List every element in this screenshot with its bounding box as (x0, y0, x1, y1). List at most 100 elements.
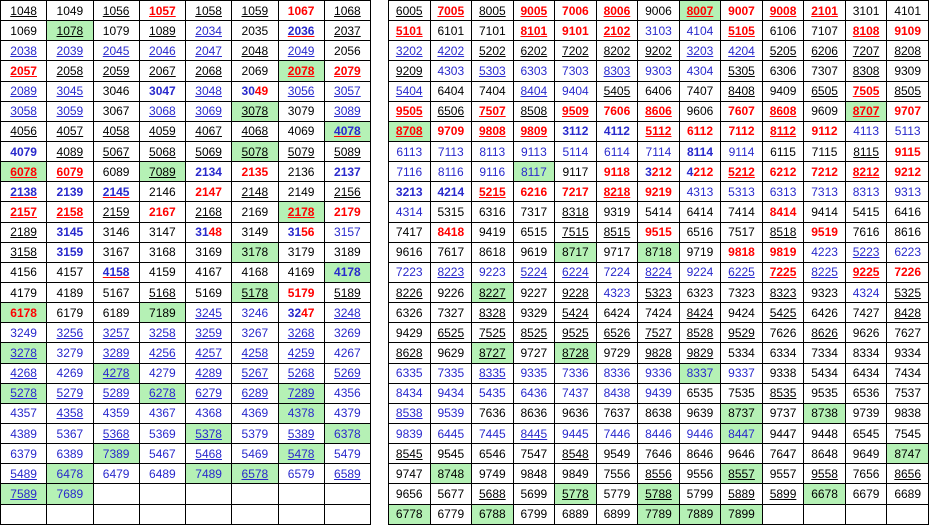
grid-cell[interactable]: 3258 (138, 322, 187, 344)
grid-cell[interactable]: 5278 (0, 382, 48, 404)
grid-cell[interactable]: 8223 (429, 261, 473, 283)
grid-cell[interactable]: 2059 (92, 60, 140, 82)
grid-cell[interactable]: 8728 (554, 342, 597, 364)
grid-cell[interactable]: 6505 (803, 80, 846, 102)
grid-cell[interactable]: 7525 (471, 322, 514, 344)
grid-cell[interactable]: 9808 (471, 120, 514, 142)
grid-cell[interactable]: 7527 (637, 322, 680, 344)
grid-cell[interactable]: 9829 (678, 342, 722, 364)
grid-cell[interactable]: 1048 (0, 0, 48, 22)
grid-cell[interactable]: 4059 (138, 120, 187, 142)
grid-cell[interactable]: 2047 (184, 40, 233, 62)
grid-cell[interactable]: 3089 (323, 100, 372, 122)
grid-cell[interactable]: 3069 (184, 100, 233, 122)
grid-cell[interactable]: 3048 (184, 80, 233, 102)
grid-cell[interactable]: 8108 (844, 20, 888, 42)
grid-cell[interactable]: 2148 (231, 181, 279, 203)
grid-cell[interactable]: 8708 (388, 120, 431, 142)
grid-cell[interactable]: 2045 (92, 40, 140, 62)
grid-cell[interactable]: 8208 (886, 40, 929, 62)
grid-cell[interactable]: 5223 (844, 241, 888, 263)
grid-cell[interactable]: 1089 (138, 20, 187, 42)
grid-cell[interactable]: 9225 (844, 261, 888, 283)
grid-cell[interactable]: 9529 (720, 322, 763, 344)
grid-cell[interactable]: 8545 (388, 443, 431, 465)
grid-cell[interactable]: 5069 (184, 140, 233, 163)
grid-cell[interactable]: 8508 (512, 100, 556, 122)
grid-cell[interactable]: 1068 (323, 0, 372, 22)
grid-cell[interactable]: 5788 (637, 483, 680, 505)
grid-cell[interactable]: 9509 (554, 100, 597, 122)
grid-cell[interactable]: 2101 (803, 0, 846, 22)
grid-cell[interactable]: 4278 (92, 362, 140, 384)
grid-cell[interactable]: 5889 (720, 483, 763, 505)
grid-cell[interactable]: 8445 (512, 422, 556, 445)
grid-cell[interactable]: 8556 (637, 463, 680, 485)
grid-cell[interactable]: 6202 (512, 40, 556, 62)
grid-cell[interactable]: 7202 (554, 40, 597, 62)
grid-cell[interactable]: 4068 (231, 120, 279, 142)
grid-cell[interactable]: 5101 (388, 20, 431, 42)
grid-cell[interactable]: 2037 (323, 20, 372, 42)
grid-cell[interactable]: 2058 (46, 60, 94, 82)
grid-cell[interactable]: 5305 (720, 60, 763, 82)
grid-cell[interactable]: 4058 (92, 120, 140, 142)
grid-cell[interactable]: 6206 (803, 40, 846, 62)
grid-cell[interactable]: 8518 (761, 221, 805, 243)
grid-cell[interactable]: 8101 (512, 20, 556, 42)
grid-cell[interactable]: 5068 (138, 140, 187, 163)
grid-cell[interactable]: 3203 (678, 40, 722, 62)
grid-cell[interactable]: 5279 (46, 382, 94, 404)
grid-cell[interactable]: 2057 (0, 60, 48, 82)
grid-cell[interactable]: 3158 (0, 241, 48, 263)
grid-cell[interactable]: 9558 (803, 463, 846, 485)
grid-cell[interactable]: 6224 (554, 261, 597, 283)
grid-cell[interactable]: 9505 (388, 100, 431, 122)
grid-cell[interactable]: 8218 (595, 181, 639, 203)
grid-cell[interactable]: 1058 (184, 0, 233, 22)
grid-cell[interactable]: 8535 (761, 382, 805, 404)
grid-cell[interactable]: 8308 (844, 60, 888, 82)
grid-cell[interactable]: 3202 (388, 40, 431, 62)
grid-cell[interactable]: 5202 (471, 40, 514, 62)
grid-cell[interactable]: 5112 (637, 120, 680, 142)
grid-cell[interactable]: 4268 (0, 362, 48, 384)
grid-cell[interactable]: 8115 (844, 140, 888, 163)
grid-cell[interactable]: 6005 (388, 0, 431, 22)
grid-cell[interactable]: 8608 (761, 100, 805, 122)
grid-cell[interactable]: 5425 (761, 302, 805, 324)
grid-cell[interactable]: 3289 (92, 342, 140, 364)
grid-cell[interactable]: 7515 (554, 221, 597, 243)
grid-cell[interactable]: 7505 (844, 80, 888, 102)
grid-cell[interactable]: 8005 (471, 0, 514, 22)
grid-cell[interactable]: 8606 (637, 100, 680, 122)
grid-cell[interactable]: 8335 (471, 362, 514, 384)
grid-cell[interactable]: 4358 (46, 402, 94, 424)
grid-cell[interactable]: 1078 (46, 20, 94, 42)
grid-cell[interactable]: 8505 (886, 80, 929, 102)
grid-cell[interactable]: 5688 (471, 483, 514, 505)
grid-cell[interactable]: 4204 (720, 40, 763, 62)
grid-cell[interactable]: 7289 (277, 382, 325, 404)
grid-cell[interactable]: 2049 (277, 40, 325, 62)
grid-cell[interactable]: 5067 (92, 140, 140, 163)
grid-cell[interactable]: 8328 (471, 302, 514, 324)
grid-cell[interactable]: 3058 (0, 100, 48, 122)
grid-cell[interactable]: 2156 (323, 181, 372, 203)
grid-cell[interactable]: 4158 (92, 261, 140, 283)
grid-cell[interactable]: 2046 (138, 40, 187, 62)
grid-cell[interactable]: 5478 (277, 443, 325, 465)
grid-cell[interactable]: 2157 (0, 201, 48, 223)
grid-cell[interactable]: 3057 (323, 80, 372, 102)
grid-cell[interactable]: 5267 (231, 362, 279, 384)
grid-cell[interactable]: 2178 (277, 201, 325, 223)
grid-cell[interactable]: 4056 (0, 120, 48, 142)
grid-cell[interactable]: 8226 (388, 281, 431, 304)
grid-cell[interactable]: 5405 (595, 80, 639, 102)
grid-cell[interactable]: 4259 (277, 342, 325, 364)
grid-cell[interactable]: 9228 (554, 281, 597, 304)
grid-cell[interactable]: 2039 (46, 40, 94, 62)
grid-cell[interactable]: 6078 (0, 161, 48, 183)
grid-cell[interactable]: 8408 (720, 80, 763, 102)
grid-cell[interactable]: 5389 (277, 422, 325, 445)
